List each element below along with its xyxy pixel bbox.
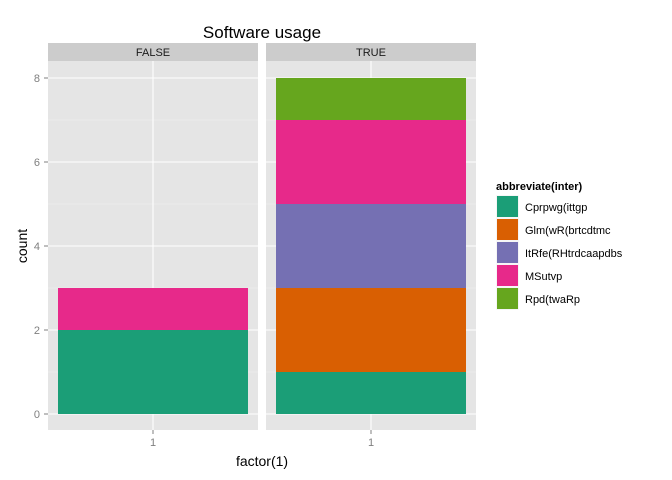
chart-title: Software usage [203,23,321,42]
x-tick-label: 1 [368,437,374,449]
legend-label: ItRfe(RHtrdcaapdbs [525,248,623,260]
bar-segment [276,120,466,204]
legend-label: Cprpwg(ittgp [525,202,587,214]
y-tick-label: 8 [34,73,40,85]
legend-item: Cprpwg(ittgp [495,194,587,219]
y-tick-label: 0 [34,409,40,421]
y-axis: 0 2 4 6 8 [34,73,48,421]
y-axis-title: count [14,229,30,263]
legend-key-swatch [497,196,518,217]
x-axis-title: factor(1) [236,453,288,469]
facet-panel-false: FALSE 1 [48,43,258,449]
legend-item: ItRfe(RHtrdcaapdbs [495,240,623,265]
bar-segment [276,78,466,120]
legend-item: MSutvp [495,263,562,288]
legend: abbreviate(inter) Cprpwg(ittgp Glm(wR(brt… [495,181,623,311]
legend-key-swatch [497,265,518,286]
bar-segment [58,288,248,330]
x-tick-label: 1 [150,437,156,449]
y-tick-label: 6 [34,157,40,169]
y-tick-label: 4 [34,241,40,253]
legend-title: abbreviate(inter) [496,181,583,193]
bar-segment [276,204,466,288]
bar-segment [276,288,466,372]
legend-label: Glm(wR(brtcdtmc [525,225,611,237]
facet-strip [266,43,476,61]
facet-strip [48,43,258,61]
bar-segment [58,330,248,414]
facet-strip-label: FALSE [136,47,170,59]
facet-strip-label: TRUE [356,47,386,59]
bar-segment [276,372,466,414]
legend-item: Rpd(twaRp [495,286,580,311]
facet-panels: FALSE 1 TRUE 1 [48,43,476,449]
legend-label: Rpd(twaRp [525,294,580,306]
legend-item: Glm(wR(brtcdtmc [495,217,611,242]
y-tick-label: 2 [34,325,40,337]
legend-key-swatch [497,219,518,240]
legend-label: MSutvp [525,271,562,283]
legend-key-swatch [497,288,518,309]
legend-key-swatch [497,242,518,263]
facet-panel-true: TRUE 1 [266,43,476,449]
